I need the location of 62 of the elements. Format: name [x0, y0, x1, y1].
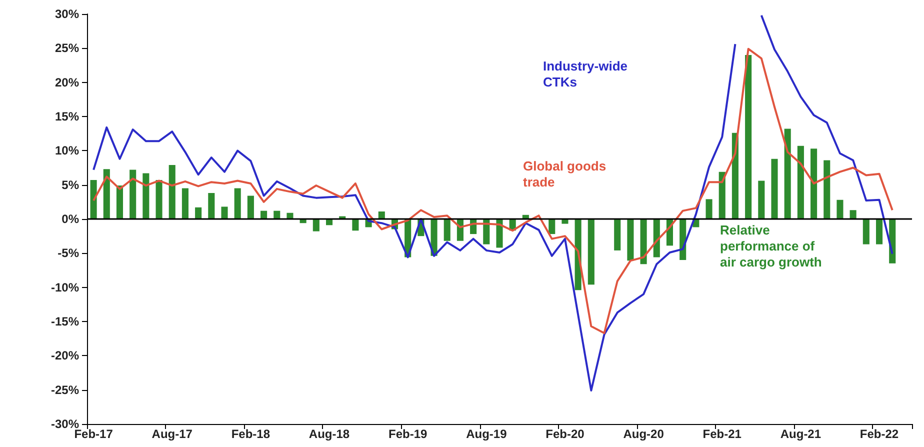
bar — [810, 148, 818, 219]
bar — [234, 188, 241, 219]
bar — [614, 219, 621, 250]
bar — [221, 206, 228, 219]
bar — [862, 219, 870, 244]
x-tick-label: Aug-21 — [780, 427, 822, 441]
bar — [142, 173, 150, 219]
y-tick-label: 0% — [62, 212, 80, 226]
bar — [247, 196, 254, 219]
bar — [444, 219, 450, 241]
y-tick-label: 20% — [54, 75, 80, 90]
x-tick-label: Aug-17 — [152, 427, 193, 441]
x-tick-label: Feb-20 — [546, 427, 585, 441]
bar — [286, 212, 294, 219]
bar — [640, 219, 647, 264]
bar — [312, 219, 320, 232]
x-tick-label: Aug-19 — [466, 427, 508, 441]
text: Global goods trade — [523, 158, 610, 190]
bar — [156, 180, 162, 219]
bar — [588, 219, 594, 285]
series-label: Relative performance of air cargo growth — [720, 222, 822, 270]
bar — [797, 146, 804, 219]
text: Industry-wide CTKs — [543, 58, 632, 90]
bar — [90, 180, 97, 219]
y-tick-label: 30% — [54, 7, 80, 21]
bar — [130, 170, 136, 219]
x-tick-label: Feb-21 — [702, 427, 742, 441]
y-tick-label: -15% — [50, 314, 80, 328]
bar — [876, 219, 883, 244]
bar — [745, 55, 752, 219]
y-tick-label: 10% — [54, 144, 80, 158]
bar — [627, 219, 634, 261]
bar — [824, 160, 830, 219]
bar — [195, 207, 202, 219]
bar — [850, 210, 856, 219]
y-tick-label: -25% — [50, 382, 80, 397]
bar — [103, 169, 110, 219]
bar — [706, 199, 712, 219]
x-tick-label: Feb-19 — [388, 427, 428, 441]
bar — [784, 128, 791, 219]
bar — [718, 172, 726, 219]
y-tick-label: -10% — [50, 280, 80, 294]
bar — [352, 219, 359, 231]
bar — [168, 165, 176, 219]
bar — [771, 158, 778, 219]
bar — [260, 210, 268, 219]
x-tick-label: Feb-22 — [860, 427, 899, 441]
line-series — [92, 48, 894, 334]
bar — [182, 188, 188, 219]
x-tick-label: Aug-18 — [308, 427, 350, 441]
y-tick-label: -5% — [58, 246, 80, 260]
bar — [758, 180, 765, 219]
y-tick-label: 15% — [54, 110, 80, 124]
bar — [208, 193, 215, 219]
bar — [274, 210, 280, 219]
y-tick-label: -20% — [50, 348, 80, 363]
bar — [378, 211, 385, 219]
y-tick-label: 25% — [54, 41, 80, 56]
bar — [836, 200, 844, 219]
x-tick-label: Aug-20 — [623, 427, 664, 441]
x-tick-label: Feb-18 — [231, 427, 270, 441]
y-tick-label: 5% — [62, 178, 80, 192]
